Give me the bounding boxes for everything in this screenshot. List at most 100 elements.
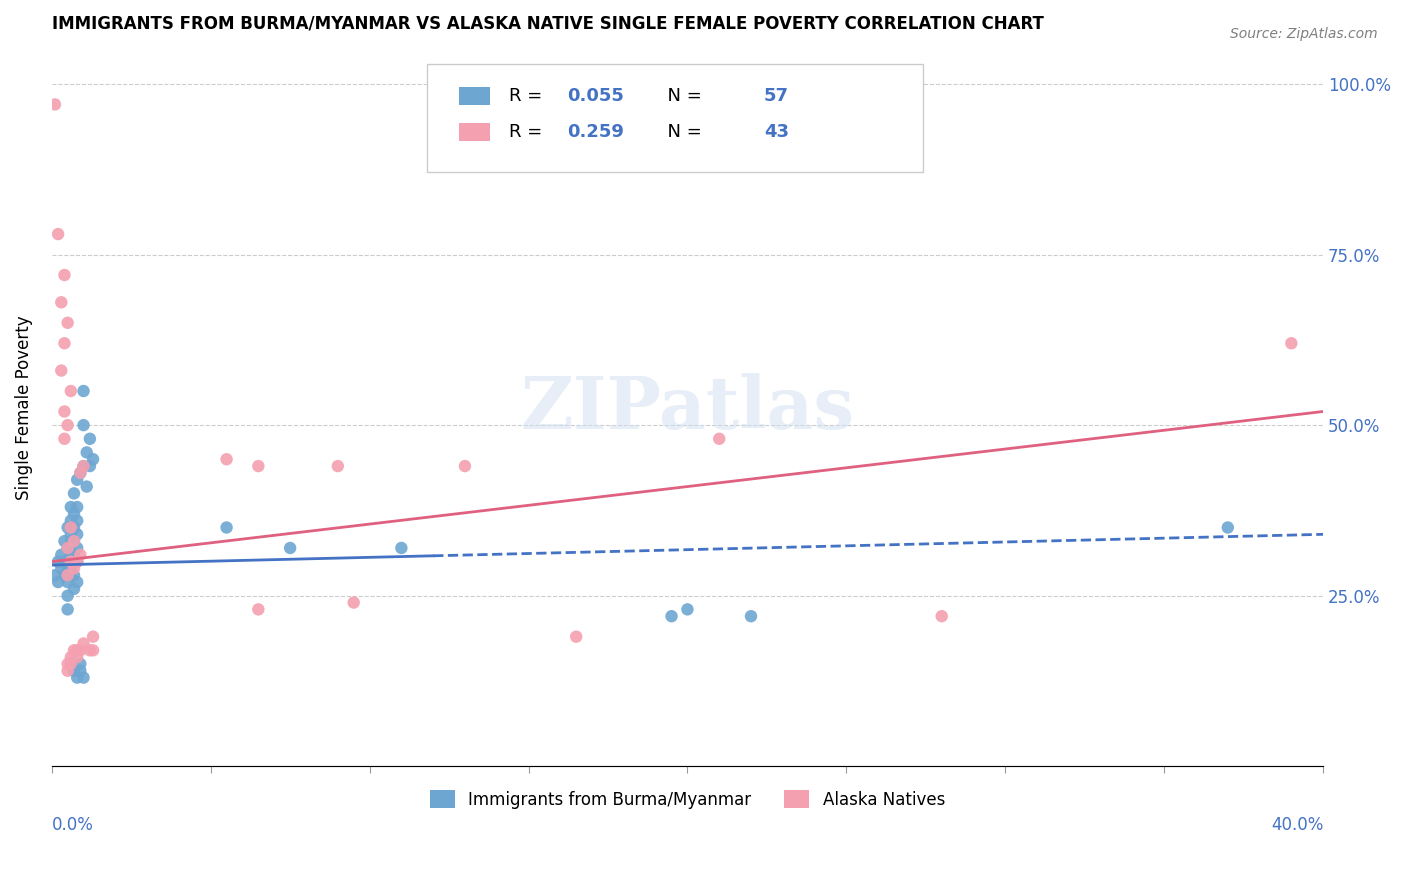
Point xyxy=(72,671,94,685)
Point xyxy=(79,459,101,474)
Point xyxy=(63,643,86,657)
Point xyxy=(63,561,86,575)
Point xyxy=(72,459,94,474)
Text: N =: N = xyxy=(655,123,707,141)
Point xyxy=(82,630,104,644)
Point xyxy=(66,575,89,590)
Point xyxy=(59,500,82,514)
Text: IMMIGRANTS FROM BURMA/MYANMAR VS ALASKA NATIVE SINGLE FEMALE POVERTY CORRELATION: IMMIGRANTS FROM BURMA/MYANMAR VS ALASKA … xyxy=(52,15,1043,33)
Point xyxy=(56,657,79,671)
Point xyxy=(72,418,94,433)
Point xyxy=(53,336,76,351)
Point xyxy=(66,643,89,657)
Point xyxy=(66,541,89,555)
Point xyxy=(66,500,89,514)
Point xyxy=(63,534,86,549)
Point xyxy=(46,575,69,590)
Text: R =: R = xyxy=(509,87,548,105)
Point xyxy=(63,548,86,562)
Point xyxy=(59,650,82,665)
FancyBboxPatch shape xyxy=(458,87,491,105)
Point xyxy=(63,568,86,582)
Text: 43: 43 xyxy=(763,123,789,141)
Point xyxy=(82,643,104,657)
Point xyxy=(63,555,86,569)
Point xyxy=(66,650,89,665)
Point xyxy=(63,664,86,678)
Text: 40.0%: 40.0% xyxy=(1271,816,1323,835)
Point xyxy=(56,664,79,678)
Point xyxy=(63,507,86,521)
Point xyxy=(59,527,82,541)
Point xyxy=(59,561,82,575)
Point xyxy=(44,97,66,112)
Point xyxy=(79,643,101,657)
Point xyxy=(709,432,731,446)
Point xyxy=(53,404,76,418)
Point xyxy=(215,520,238,534)
Point xyxy=(69,466,91,480)
Point xyxy=(661,609,683,624)
Point xyxy=(389,541,412,555)
Text: R =: R = xyxy=(509,123,548,141)
Point xyxy=(79,432,101,446)
Point xyxy=(63,582,86,596)
Point xyxy=(56,589,79,603)
Text: N =: N = xyxy=(655,87,707,105)
Point xyxy=(69,664,91,678)
Point xyxy=(56,561,79,575)
Y-axis label: Single Female Poverty: Single Female Poverty xyxy=(15,316,32,500)
Point xyxy=(1279,336,1302,351)
Point xyxy=(56,602,79,616)
Point xyxy=(51,561,73,575)
Point xyxy=(82,452,104,467)
Point xyxy=(1216,520,1239,534)
Text: ZIPatlas: ZIPatlas xyxy=(520,373,855,443)
Point xyxy=(676,602,699,616)
Text: 0.259: 0.259 xyxy=(567,123,623,141)
Point xyxy=(59,657,82,671)
Point xyxy=(215,452,238,467)
Point xyxy=(59,520,82,534)
Point xyxy=(63,534,86,549)
Point xyxy=(66,555,89,569)
Point xyxy=(66,671,89,685)
Point xyxy=(53,268,76,282)
Point xyxy=(51,548,73,562)
Point xyxy=(56,568,79,582)
Point xyxy=(59,514,82,528)
Point xyxy=(72,459,94,474)
Text: 57: 57 xyxy=(763,87,789,105)
Point xyxy=(51,295,73,310)
Point xyxy=(56,520,79,534)
Point xyxy=(740,609,762,624)
Point xyxy=(66,473,89,487)
Point xyxy=(53,432,76,446)
Point xyxy=(69,466,91,480)
Point xyxy=(56,541,79,555)
Point xyxy=(53,534,76,549)
FancyBboxPatch shape xyxy=(427,64,922,171)
Point xyxy=(56,418,79,433)
Point xyxy=(69,657,91,671)
Point xyxy=(343,596,366,610)
Point xyxy=(72,636,94,650)
Point xyxy=(454,459,477,474)
Text: 0.055: 0.055 xyxy=(567,87,623,105)
Point xyxy=(59,384,82,398)
Point xyxy=(56,575,79,590)
Point xyxy=(59,534,82,549)
Point xyxy=(63,486,86,500)
Point xyxy=(326,459,349,474)
Point xyxy=(59,568,82,582)
Point xyxy=(565,630,588,644)
Point xyxy=(931,609,953,624)
Point xyxy=(46,555,69,569)
Point xyxy=(56,316,79,330)
Text: 0.0%: 0.0% xyxy=(52,816,94,835)
Point xyxy=(59,555,82,569)
Point xyxy=(59,548,82,562)
Point xyxy=(53,568,76,582)
Point xyxy=(56,541,79,555)
Point xyxy=(46,227,69,241)
